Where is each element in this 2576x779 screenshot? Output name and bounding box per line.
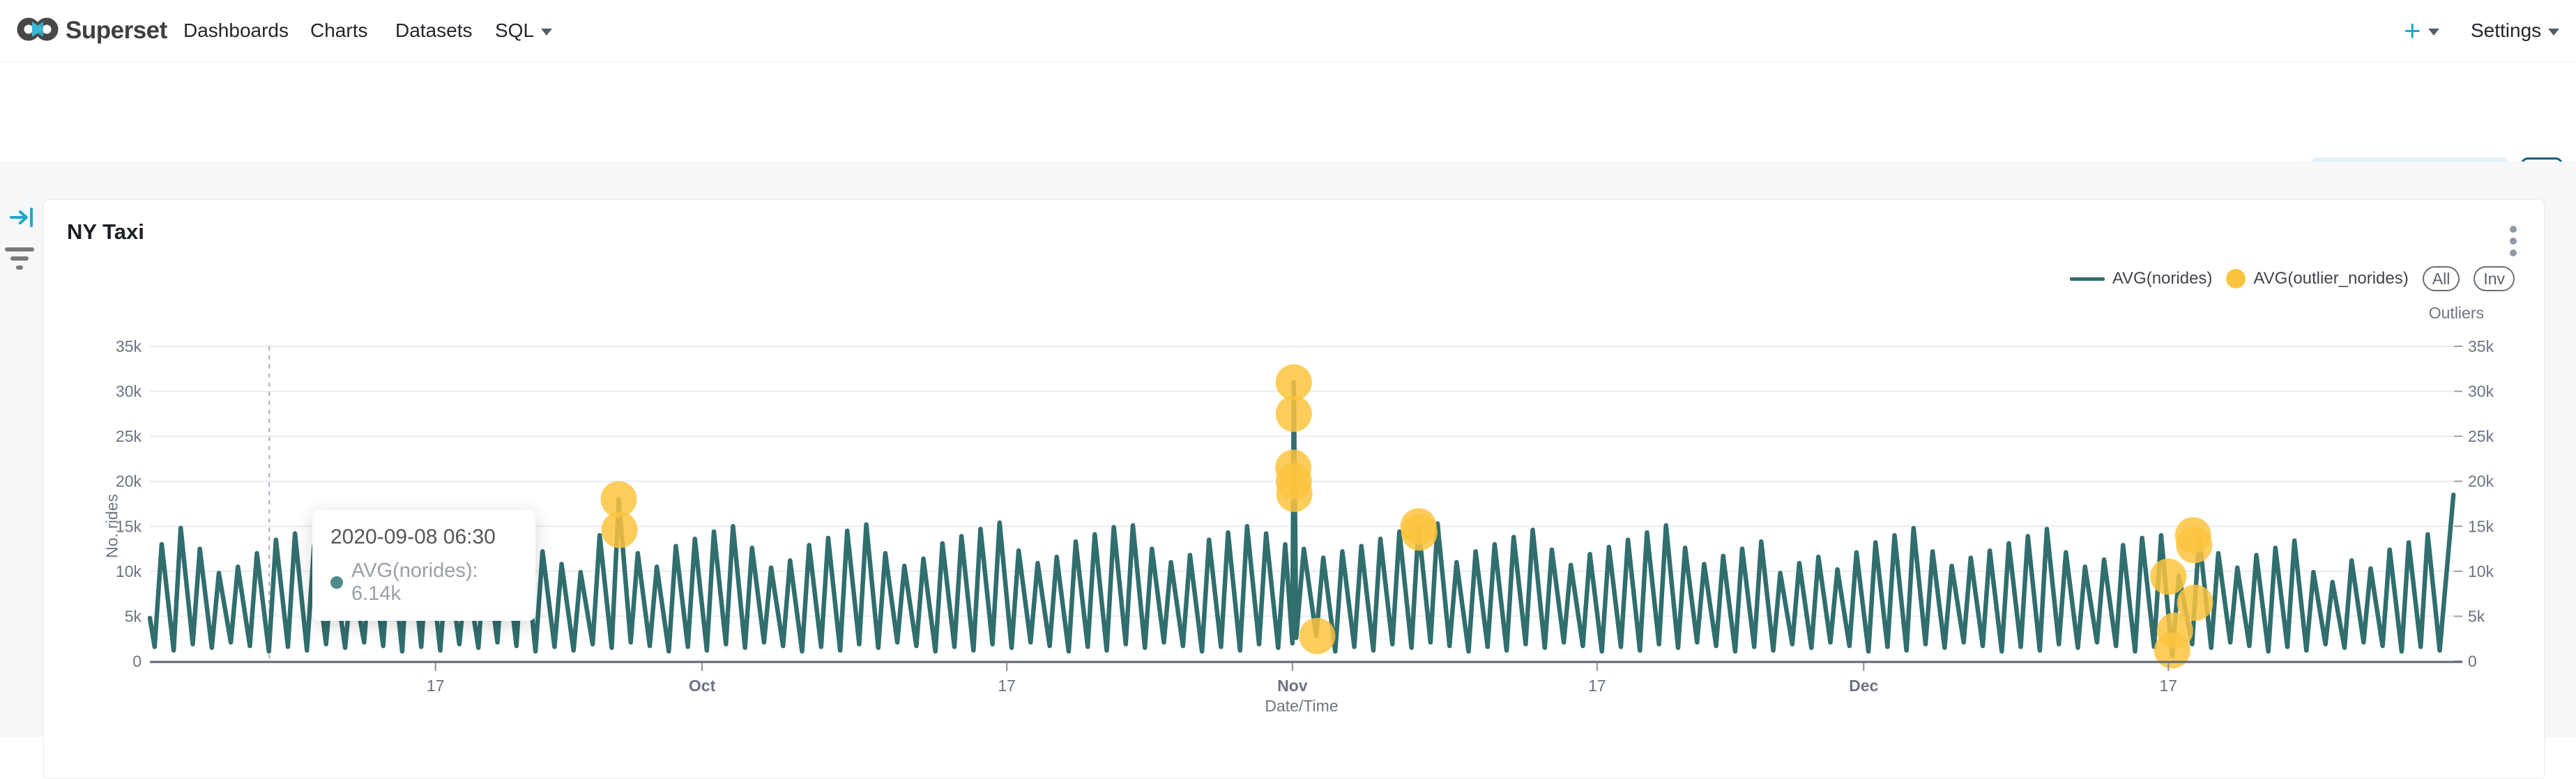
settings-menu[interactable]: Settings xyxy=(2471,0,2560,61)
x-axis-label: 17 xyxy=(1588,677,1606,695)
legend-item-norides[interactable]: AVG(norides) xyxy=(2069,269,2213,288)
x-axis-label: Dec xyxy=(1849,677,1878,695)
x-axis-title: Date/Time xyxy=(1265,697,1339,715)
outlier-dot xyxy=(2177,585,2213,622)
kebab-dot xyxy=(2510,249,2517,256)
x-axis-label: Nov xyxy=(1277,677,1308,695)
y-axis-label-right: 20k xyxy=(2468,472,2494,491)
series-dot-icon xyxy=(330,576,343,589)
legend-item-outlier-norides[interactable]: AVG(outlier_norides) xyxy=(2226,269,2409,288)
settings-label: Settings xyxy=(2471,20,2542,41)
tooltip-series-row: AVG(norides): 6.14k xyxy=(330,560,517,606)
chevron-down-icon xyxy=(2428,29,2439,36)
y-axis-label-right: 10k xyxy=(2468,562,2494,580)
filter-icon[interactable] xyxy=(4,244,35,277)
brand[interactable]: Superset xyxy=(17,0,167,61)
chevron-down-icon xyxy=(541,29,553,36)
outlier-dot xyxy=(2156,612,2193,649)
outlier-dot xyxy=(1275,395,1312,432)
y-axis-label-left: 5k xyxy=(125,607,142,625)
nav-item-label: SQL xyxy=(495,20,535,41)
kebab-dot xyxy=(2510,226,2517,233)
x-axis-label: 17 xyxy=(998,677,1016,695)
new-item-button[interactable]: + xyxy=(2404,0,2439,61)
legend-label: AVG(norides) xyxy=(2112,269,2213,288)
outlier-dot xyxy=(2176,527,2213,564)
x-axis-label: 17 xyxy=(427,677,445,695)
nav-item-label: Charts xyxy=(310,20,368,41)
nav-item-datasets[interactable]: Datasets xyxy=(395,0,473,61)
chart-legend: AVG(norides) AVG(outlier_norides) All In… xyxy=(2069,266,2515,291)
y-axis-label-left: 20k xyxy=(116,472,142,491)
y-axis-label-left: 35k xyxy=(116,337,142,355)
expand-filter-panel-icon[interactable] xyxy=(8,205,36,233)
chart-title: NY Taxi xyxy=(67,219,144,244)
nav-item-label: Datasets xyxy=(395,20,473,41)
outlier-dot xyxy=(1276,475,1313,512)
tooltip-date: 2020-09-08 06:30 xyxy=(330,525,496,548)
outlier-dot xyxy=(601,511,638,548)
chevron-down-icon xyxy=(2548,29,2560,36)
chart-tooltip: 2020-09-08 06:30 AVG(norides): 6.14k xyxy=(312,510,535,621)
y-axis-label-left: 0 xyxy=(132,652,142,670)
outlier-dot xyxy=(600,481,637,518)
navbar: Superset Dashboards Charts Datasets SQL … xyxy=(0,0,2576,62)
y-axis-label-right: 0 xyxy=(2468,652,2477,670)
nav-item-dashboards[interactable]: Dashboards xyxy=(183,0,289,61)
x-axis-label: 17 xyxy=(2159,677,2177,695)
x-axis-label: Oct xyxy=(689,677,716,695)
y-axis-label-right: 30k xyxy=(2468,383,2494,401)
outlier-dot xyxy=(1275,364,1312,401)
outlier-dot xyxy=(1401,514,1438,551)
y-axis-label-left: 30k xyxy=(116,383,142,401)
y-axis-label-left: 25k xyxy=(116,427,142,445)
circle-swatch-icon xyxy=(2226,269,2246,288)
right-axis-title: Outliers xyxy=(2428,304,2484,322)
y-axis-label-left: 10k xyxy=(116,562,142,580)
tooltip-value: AVG(norides): 6.14k xyxy=(351,560,478,605)
y-axis-label-right: 5k xyxy=(2468,607,2485,625)
chart-options-icon[interactable] xyxy=(2501,223,2525,259)
line-swatch-icon xyxy=(2069,277,2105,281)
y-axis-label-right: 35k xyxy=(2468,337,2494,355)
y-axis-label-right: 15k xyxy=(2468,517,2494,535)
superset-logo-icon xyxy=(17,14,59,48)
outlier-dot xyxy=(2150,558,2187,595)
plus-icon: + xyxy=(2404,14,2421,47)
legend-inv-button[interactable]: Inv xyxy=(2474,266,2515,291)
brand-name: Superset xyxy=(66,17,167,44)
legend-all-button[interactable]: All xyxy=(2422,266,2460,291)
outlier-dot xyxy=(1299,617,1336,654)
y-axis-label-right: 25k xyxy=(2468,427,2494,445)
kebab-dot xyxy=(2510,238,2517,245)
legend-label: AVG(outlier_norides) xyxy=(2253,269,2409,288)
nav-item-sql[interactable]: SQL xyxy=(495,0,553,61)
nav-item-charts[interactable]: Charts xyxy=(310,0,367,61)
timeseries-chart: 0 0 5k 5k 10k 10k 15k 15k 20k 20k 25k 25k 30k 30k 35k 3… xyxy=(116,337,2494,695)
y-axis-label-left: 15k xyxy=(116,517,142,535)
nav-item-label: Dashboards xyxy=(183,20,289,41)
